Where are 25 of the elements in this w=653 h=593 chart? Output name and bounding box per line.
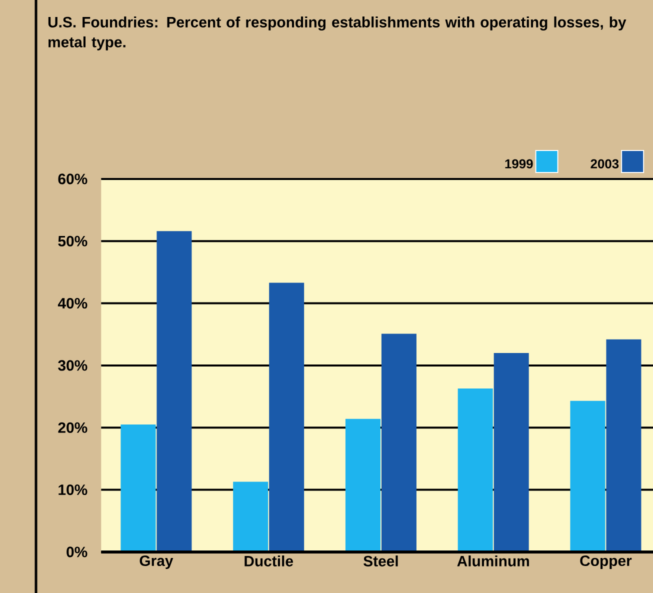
x-tick-label: Ductile <box>244 555 293 566</box>
bar <box>156 231 192 552</box>
bar <box>345 418 380 552</box>
bar <box>570 400 606 552</box>
y-tick-label: 10% <box>58 484 88 496</box>
bar <box>458 388 493 552</box>
y-tick-label: 50% <box>58 236 88 246</box>
x-tick-label: Gray <box>140 555 174 569</box>
chart-title: U.S. Foundries: Percent of responding establishments with operating losses, by metal type. <box>48 16 626 50</box>
bar <box>494 353 529 552</box>
y-tick-label: 40% <box>58 298 88 309</box>
x-tick-label: Aluminum <box>457 555 529 566</box>
legend-label: 2003 <box>590 159 619 168</box>
bar <box>606 339 642 552</box>
y-tick-label: 20% <box>58 422 88 433</box>
x-tick-label: Steel <box>364 555 398 566</box>
legend-label: 1999 <box>505 159 533 168</box>
bar <box>381 334 416 552</box>
x-tick-label: Copper <box>580 555 632 569</box>
y-tick-label: 60% <box>58 174 88 184</box>
bar <box>233 482 268 552</box>
bar <box>269 282 304 552</box>
y-tick-label: 30% <box>58 360 88 371</box>
y-tick-label: 0% <box>66 546 88 558</box>
bar <box>120 424 156 552</box>
